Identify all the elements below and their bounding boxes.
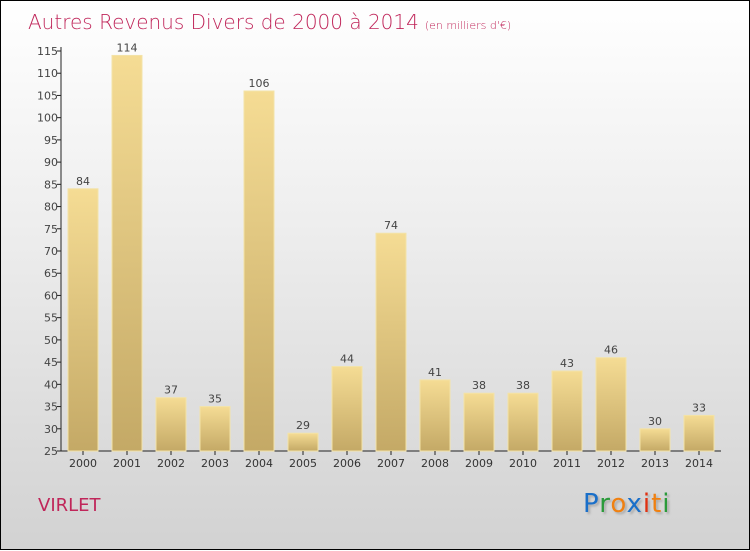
x-tick-label: 2002 xyxy=(157,457,185,470)
x-tick-label: 2010 xyxy=(509,457,537,470)
data-label: 43 xyxy=(560,357,574,370)
bar-2000 xyxy=(67,188,99,452)
data-label: 29 xyxy=(296,419,310,432)
y-tick-label: 45 xyxy=(44,356,58,369)
y-tick-label: 75 xyxy=(44,223,58,236)
bar-2004 xyxy=(243,90,275,452)
data-label: 44 xyxy=(340,353,354,366)
bar-2005 xyxy=(287,432,319,452)
x-tick-label: 2000 xyxy=(69,457,97,470)
data-label: 46 xyxy=(604,344,618,357)
bar-2009 xyxy=(463,392,495,452)
x-tick-label: 2008 xyxy=(421,457,449,470)
x-tick-label: 2003 xyxy=(201,457,229,470)
logo-letter: i xyxy=(662,489,671,519)
bar-2003 xyxy=(199,406,231,452)
y-tick-label: 95 xyxy=(44,134,58,147)
bar-2013 xyxy=(639,428,671,452)
y-tick-label: 110 xyxy=(37,67,58,80)
logo-letter: i xyxy=(642,489,652,519)
logo-letter: t xyxy=(651,489,663,519)
title-text: Autres Revenus Divers de 2000 à 2014 xyxy=(28,10,419,34)
data-label: 33 xyxy=(692,401,706,414)
bar-2007 xyxy=(375,232,407,452)
y-tick-label: 25 xyxy=(44,445,58,458)
y-tick-label: 60 xyxy=(44,289,58,302)
data-label: 37 xyxy=(164,384,178,397)
x-tick-label: 2012 xyxy=(597,457,625,470)
y-tick-label: 105 xyxy=(37,89,58,102)
x-tick-label: 2006 xyxy=(333,457,361,470)
logo-letter: P xyxy=(583,489,600,519)
chart-title: Autres Revenus Divers de 2000 à 2014 (en … xyxy=(28,10,511,34)
y-tick-label: 50 xyxy=(44,334,58,347)
bar-2002 xyxy=(155,397,187,452)
y-tick-label: 70 xyxy=(44,245,58,258)
bar-2011 xyxy=(551,370,583,452)
y-tick-label: 40 xyxy=(44,378,58,391)
data-label: 74 xyxy=(384,219,398,232)
y-tick-label: 65 xyxy=(44,267,58,280)
data-label: 30 xyxy=(648,415,662,428)
bar-2001 xyxy=(111,54,143,452)
y-tick-label: 85 xyxy=(44,178,58,191)
y-tick-label: 90 xyxy=(44,156,58,169)
logo-letter: x xyxy=(626,489,643,519)
y-tick-label: 35 xyxy=(44,401,58,414)
title-unit: (en milliers d'€) xyxy=(424,19,512,32)
data-label: 106 xyxy=(249,77,270,90)
logo-letter: r xyxy=(599,489,611,519)
bar-2006 xyxy=(331,366,363,452)
x-tick-label: 2013 xyxy=(641,457,669,470)
bar-2008 xyxy=(419,379,451,452)
data-label: 38 xyxy=(472,379,486,392)
x-tick-label: 2007 xyxy=(377,457,405,470)
location-label: VIRLET xyxy=(38,495,101,516)
data-label: 41 xyxy=(428,366,442,379)
x-tick-label: 2011 xyxy=(553,457,581,470)
bar-2014 xyxy=(683,414,715,452)
x-tick-label: 2001 xyxy=(113,457,141,470)
y-tick-label: 55 xyxy=(44,312,58,325)
data-label: 38 xyxy=(516,379,530,392)
y-tick-label: 115 xyxy=(37,45,58,58)
proxiti-logo: Proxiti xyxy=(583,489,671,519)
x-tick-label: 2014 xyxy=(685,457,713,470)
y-tick-label: 80 xyxy=(44,201,58,214)
data-label: 35 xyxy=(208,393,222,406)
y-tick-label: 30 xyxy=(44,423,58,436)
logo-letter: o xyxy=(610,489,627,519)
x-tick-label: 2009 xyxy=(465,457,493,470)
x-tick-label: 2004 xyxy=(245,457,273,470)
y-tick-label: 100 xyxy=(37,112,58,125)
data-label: 84 xyxy=(76,175,90,188)
x-tick-label: 2005 xyxy=(289,457,317,470)
data-label: 114 xyxy=(117,41,138,54)
bar-2012 xyxy=(595,357,627,452)
bar-2010 xyxy=(507,392,539,452)
